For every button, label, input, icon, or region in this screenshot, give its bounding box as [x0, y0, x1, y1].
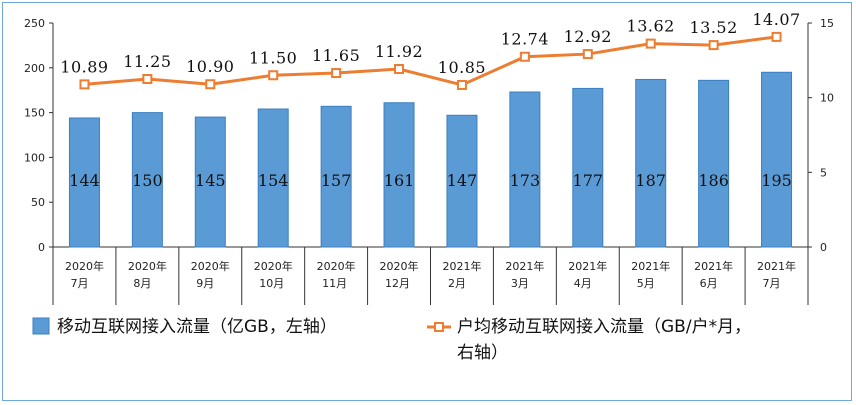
bar-value-label: 157	[321, 171, 352, 190]
right-tick-label: 10	[820, 92, 834, 105]
left-tick-label: 100	[24, 151, 45, 164]
bar-value-label: 161	[384, 171, 415, 190]
bar-series	[68, 71, 793, 248]
line-value-label: 10.90	[186, 57, 234, 76]
left-tick-label: 250	[24, 17, 45, 30]
line-point	[268, 70, 279, 81]
right-tick-label: 15	[820, 17, 834, 30]
bar-value-label: 195	[761, 171, 792, 190]
line-value-label: 11.65	[312, 46, 360, 65]
bar-value-label: 147	[447, 171, 478, 190]
bar-value-label: 177	[573, 171, 604, 190]
legend-swatch-marker	[434, 322, 444, 332]
bar-value-label: 145	[195, 171, 226, 190]
line-value-label: 11.50	[249, 48, 297, 67]
x-tick-label-month: 11月	[322, 277, 347, 290]
line-point	[771, 31, 782, 42]
line-point	[456, 79, 467, 90]
line-point	[708, 40, 719, 51]
legend: 移动互联网接入流量（亿GB，左轴） 户均移动互联网接入流量（GB/户*月， 右轴…	[32, 317, 751, 363]
x-tick-label-year: 2020年	[380, 259, 419, 273]
x-tick-label-year: 2020年	[254, 259, 293, 273]
line-point	[331, 68, 342, 79]
x-tick-label-year: 2021年	[568, 259, 607, 273]
data-labels: 144 150 145 154 157 161 147 173 177 187 186 195 10.8…	[60, 10, 800, 190]
left-tick-label: 50	[31, 196, 45, 209]
bar	[194, 116, 226, 248]
bar	[761, 71, 793, 248]
x-tick-label-month: 7月	[70, 277, 88, 290]
right-tick-label: 0	[820, 241, 827, 254]
x-tick-label-year: 2021年	[442, 259, 481, 273]
bar	[68, 117, 100, 248]
bar	[446, 114, 478, 248]
x-tick-label-month: 8月	[133, 277, 151, 290]
bar-value-label: 187	[635, 171, 666, 190]
bar	[509, 91, 541, 248]
x-tick-label-month: 9月	[196, 277, 214, 290]
line-value-label: 11.25	[123, 52, 171, 71]
left-tick-label: 0	[38, 241, 45, 254]
bar	[572, 87, 604, 248]
line-point	[582, 49, 593, 60]
line-point	[79, 79, 90, 90]
line-value-label: 10.89	[60, 57, 108, 76]
bar-value-label: 173	[510, 171, 541, 190]
bar-value-label: 154	[258, 171, 289, 190]
line-value-label: 10.85	[438, 58, 486, 77]
legend-label-line-1: 户均移动互联网接入流量（GB/户*月，	[457, 317, 751, 337]
x-tick-label-month: 7月	[763, 277, 781, 290]
line-value-label: 12.92	[564, 27, 612, 46]
x-tick-label-year: 2020年	[128, 259, 167, 273]
line-series	[79, 31, 782, 90]
line-value-label: 11.92	[375, 42, 423, 61]
x-tick-label-year: 2021年	[505, 259, 544, 273]
x-tick-label-month: 5月	[637, 277, 655, 290]
x-tick-label-year: 2020年	[191, 259, 230, 273]
x-tick-label-year: 2020年	[65, 259, 104, 273]
x-tick-label-year: 2020年	[317, 259, 356, 273]
x-tick-label-month: 4月	[574, 277, 592, 290]
right-tick-label: 5	[820, 166, 827, 179]
legend-label-line-2: 右轴）	[457, 343, 508, 363]
bar	[698, 79, 730, 248]
line-point	[205, 79, 216, 90]
axes: 0 50 100 150 200 250 0 5 10 15 2020年 7月 2020年 8月 2020年…	[24, 17, 834, 305]
left-tick-label: 200	[24, 62, 45, 75]
bar-value-label: 144	[69, 171, 100, 190]
legend-swatch-bar	[32, 317, 50, 335]
x-tick-label-year: 2021年	[757, 259, 796, 273]
x-tick-label-month: 2月	[448, 277, 466, 290]
line-point	[142, 74, 153, 84]
x-tick-label-month: 10月	[259, 277, 284, 290]
x-tick-label-month: 12月	[385, 277, 410, 290]
bar-value-label: 186	[698, 171, 729, 190]
line-path	[84, 35, 777, 87]
x-tick-label-month: 3月	[511, 277, 529, 290]
x-tick-label-month: 6月	[700, 277, 718, 290]
line-value-label: 13.62	[627, 17, 675, 36]
line-point	[394, 63, 405, 74]
bar	[635, 78, 667, 248]
line-value-label: 13.52	[689, 18, 737, 37]
bar	[383, 102, 415, 248]
bar	[320, 105, 352, 248]
left-tick-label: 150	[24, 107, 45, 120]
bar-value-label: 150	[132, 171, 163, 190]
line-value-label: 12.74	[501, 30, 549, 49]
x-tick-label-year: 2021年	[631, 259, 670, 273]
x-tick-label-year: 2021年	[694, 259, 733, 273]
bar	[257, 108, 289, 248]
bar	[131, 112, 163, 248]
line-value-label: 14.07	[752, 10, 800, 29]
legend-label-bar: 移动互联网接入流量（亿GB，左轴）	[57, 317, 337, 337]
line-point	[645, 38, 656, 49]
line-point	[519, 51, 530, 62]
